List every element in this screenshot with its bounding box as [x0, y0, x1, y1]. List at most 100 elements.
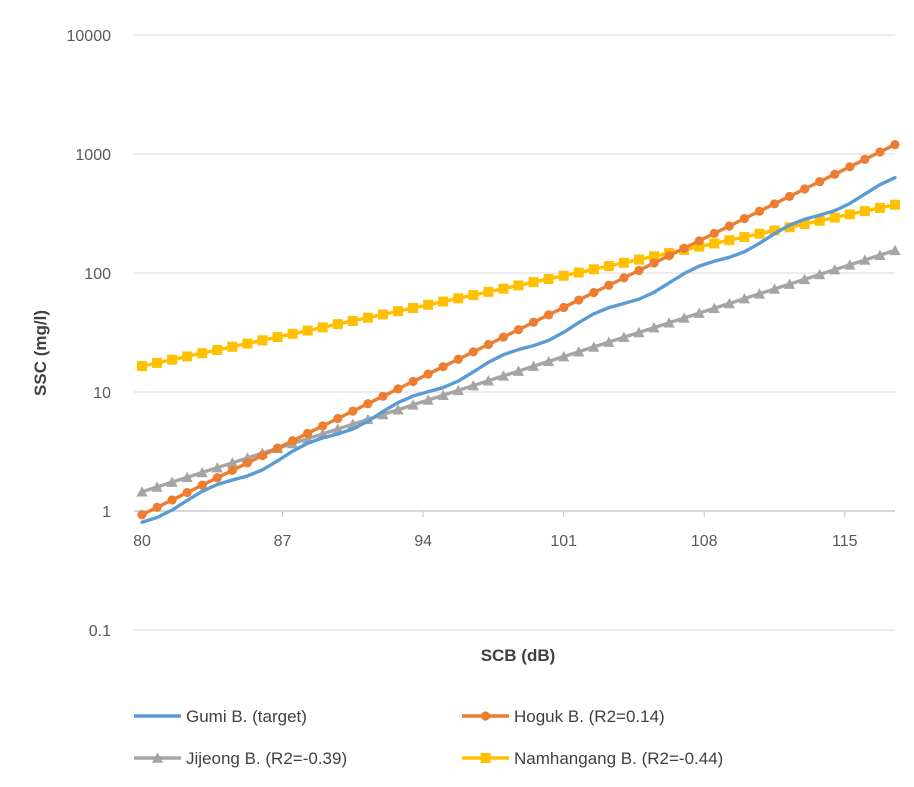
- data-point: [874, 249, 886, 260]
- axes: [134, 510, 895, 517]
- data-point: [543, 273, 554, 284]
- data-point: [348, 406, 358, 416]
- data-point: [212, 344, 223, 355]
- legend-label: Jijeong B. (R2=-0.39): [186, 749, 347, 768]
- data-point: [393, 306, 404, 317]
- x-tick-label: 87: [274, 533, 292, 550]
- data-point: [303, 428, 313, 438]
- data-point: [257, 335, 268, 346]
- data-point: [784, 191, 795, 202]
- data-point: [874, 202, 885, 213]
- data-point: [754, 228, 765, 239]
- data-point: [196, 466, 208, 478]
- data-point: [288, 436, 298, 446]
- data-point: [498, 283, 509, 294]
- data-point: [859, 254, 871, 265]
- data-point: [814, 215, 825, 226]
- data-point: [649, 258, 659, 268]
- data-point: [723, 297, 735, 309]
- data-point: [724, 221, 734, 231]
- data-point: [753, 288, 766, 299]
- data-point: [829, 212, 840, 223]
- data-point: [137, 510, 147, 520]
- data-point: [709, 228, 719, 239]
- data-point: [694, 241, 705, 252]
- x-tick-label: 94: [414, 533, 432, 550]
- y-tick-label: 100: [84, 266, 111, 283]
- x-tick-label: 108: [691, 533, 718, 550]
- data-point: [152, 357, 163, 368]
- series-lines: [136, 139, 901, 524]
- data-point: [332, 423, 344, 434]
- legend-entry: Namhangang B. (R2=-0.44): [462, 749, 723, 768]
- data-point: [377, 309, 388, 320]
- legend-marker: [480, 753, 491, 763]
- data-point: [181, 471, 193, 483]
- data-point: [452, 384, 464, 396]
- data-point: [272, 332, 283, 343]
- data-point: [573, 267, 584, 278]
- data-point: [679, 243, 689, 253]
- data-point: [393, 384, 403, 394]
- data-point: [226, 457, 238, 468]
- data-point: [182, 351, 193, 362]
- data-point: [166, 476, 178, 487]
- data-point: [378, 391, 388, 401]
- data-point: [408, 376, 418, 387]
- data-point: [318, 421, 328, 431]
- data-point: [739, 214, 750, 224]
- data-point: [708, 302, 720, 314]
- data-point: [302, 325, 313, 336]
- data-point: [739, 231, 750, 242]
- data-point: [859, 206, 870, 217]
- data-point: [211, 462, 223, 473]
- x-tick-label: 101: [550, 533, 577, 550]
- data-point: [844, 259, 856, 270]
- data-point: [242, 338, 253, 349]
- series-1: [137, 139, 900, 520]
- data-point: [783, 278, 796, 289]
- data-point: [573, 346, 585, 357]
- series-line: [140, 175, 897, 524]
- data-point: [709, 238, 720, 249]
- data-point: [738, 293, 750, 304]
- data-point: [633, 254, 644, 265]
- data-point: [483, 339, 493, 350]
- data-point: [136, 486, 148, 497]
- data-point: [769, 199, 780, 209]
- data-point: [769, 225, 780, 236]
- legend-marker: [480, 711, 491, 721]
- data-point: [512, 365, 525, 376]
- data-point: [468, 347, 478, 357]
- data-point: [347, 315, 358, 326]
- data-point: [197, 348, 208, 359]
- data-point: [844, 209, 855, 220]
- data-point: [588, 264, 599, 275]
- data-point: [558, 270, 569, 281]
- legend-label: Gumi B. (target): [186, 707, 307, 726]
- data-point: [528, 317, 539, 327]
- data-point: [890, 199, 900, 210]
- data-point: [468, 290, 479, 301]
- data-point: [287, 328, 298, 339]
- data-point: [422, 394, 434, 405]
- data-point: [693, 307, 705, 318]
- data-point: [664, 251, 674, 261]
- data-point: [377, 408, 389, 420]
- data-point: [513, 280, 524, 291]
- data-point: [438, 296, 449, 307]
- data-point: [483, 286, 494, 297]
- data-point: [528, 277, 539, 288]
- legend-marker: [151, 752, 164, 763]
- data-point: [333, 413, 343, 424]
- y-tick-label: 1000: [75, 147, 111, 164]
- data-point: [152, 502, 162, 512]
- data-point: [453, 293, 464, 304]
- data-point: [543, 355, 555, 367]
- data-point: [875, 147, 885, 157]
- data-point: [754, 206, 765, 216]
- y-tick-label: 0.1: [89, 623, 111, 640]
- data-point: [768, 283, 781, 294]
- y-tick-labels: 0.1 1 10 100 1000 10000: [67, 28, 112, 640]
